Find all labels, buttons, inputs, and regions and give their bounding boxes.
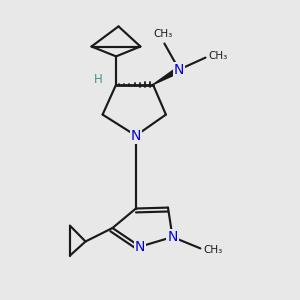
Text: CH₃: CH₃ — [208, 51, 228, 61]
Text: N: N — [167, 230, 178, 244]
Text: H: H — [94, 73, 103, 86]
Text: N: N — [131, 129, 141, 142]
Polygon shape — [153, 67, 181, 85]
Text: N: N — [135, 240, 145, 254]
Text: CH₃: CH₃ — [203, 245, 223, 255]
Text: N: N — [174, 63, 184, 76]
Text: CH₃: CH₃ — [153, 29, 172, 39]
